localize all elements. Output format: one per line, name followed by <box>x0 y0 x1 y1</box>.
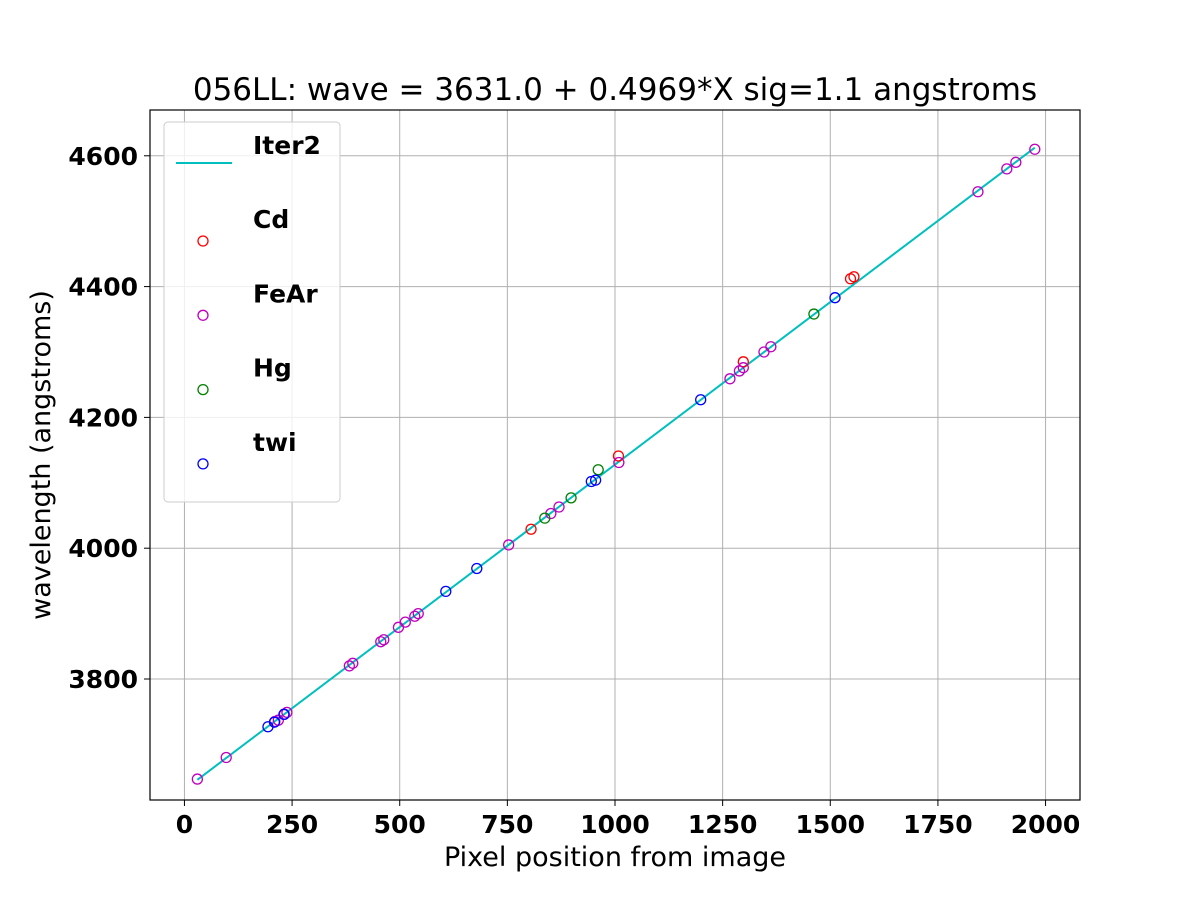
fear-point <box>347 657 359 669</box>
x-tick-label: 500 <box>374 810 426 839</box>
fit-line-layer <box>196 146 1036 781</box>
y-tick-label: 4000 <box>68 534 138 563</box>
legend-label-cd: Cd <box>253 205 289 234</box>
fear-point <box>613 456 625 469</box>
x-tick-label: 750 <box>481 810 533 839</box>
y-tick-label: 3800 <box>68 665 138 694</box>
y-axis-label: wavelength (angstroms) <box>26 290 57 620</box>
x-tick-label: 1250 <box>688 810 758 839</box>
y-tick-label: 4600 <box>68 142 138 171</box>
twi-point <box>585 475 597 488</box>
fear-point <box>1029 143 1041 155</box>
fear-point <box>220 751 232 764</box>
x-tick-label: 2000 <box>1011 810 1081 839</box>
fear-point <box>737 362 749 374</box>
x-tick-label: 250 <box>266 810 318 839</box>
fit-line <box>196 146 1036 781</box>
legend-handle-fear <box>197 309 209 321</box>
legend-box <box>163 121 341 503</box>
fear-point <box>412 607 424 620</box>
hg-point <box>808 308 820 320</box>
cd-point <box>612 450 625 462</box>
cd-point <box>525 523 537 535</box>
hg-point <box>592 464 604 476</box>
y-axis-ticks: 3800 4000 4200 4400 4600 <box>68 142 150 694</box>
twi-point <box>440 585 452 598</box>
hg-point <box>539 512 551 524</box>
x-axis-ticks: 0 250 500 750 1000 1250 1500 1750 2000 <box>176 800 1081 839</box>
fear-point <box>733 365 746 377</box>
legend-label-fear: FeAr <box>253 279 318 308</box>
fear-point <box>375 636 387 648</box>
x-tick-label: 1750 <box>903 810 973 839</box>
x-tick-label: 1500 <box>795 810 865 839</box>
fear-point <box>343 660 355 672</box>
x-tick-label: 1000 <box>580 810 650 839</box>
fear-point <box>409 610 421 622</box>
fear-point <box>378 634 390 646</box>
twi-point <box>695 394 707 406</box>
legend-label-fit: Iter2 <box>253 131 321 160</box>
fear-point <box>553 501 565 513</box>
fear-point <box>1010 156 1022 168</box>
fear-point <box>765 341 777 353</box>
x-tick-label: 0 <box>176 810 193 839</box>
data-points <box>191 143 1041 785</box>
hg-point <box>565 492 577 504</box>
fear-point <box>972 186 984 198</box>
cd-point <box>848 271 860 283</box>
twi-point <box>471 562 483 575</box>
legend-label-hg: Hg <box>253 354 292 383</box>
x-axis-label: Pixel position from image <box>444 842 786 873</box>
twi-point <box>268 716 281 728</box>
legend-handle-hg <box>197 383 209 396</box>
twi-point <box>278 708 290 720</box>
legend-handle-cd <box>197 235 209 247</box>
fear-point <box>191 773 204 785</box>
legend-handle-twi <box>197 458 209 470</box>
fear-point <box>1001 163 1013 175</box>
twi-point <box>829 292 841 304</box>
fear-point <box>399 616 411 628</box>
legend: Iter2 Cd FeAr Hg twi <box>163 121 341 503</box>
chart-title: 056LL: wave = 3631.0 + 0.4969*X sig=1.1 … <box>193 72 1037 108</box>
fear-point <box>724 373 736 385</box>
legend-label-twi: twi <box>253 428 297 457</box>
fear-point <box>503 539 515 551</box>
y-tick-label: 4400 <box>68 273 138 302</box>
grid-lines <box>150 110 1080 800</box>
twi-point <box>589 474 602 486</box>
cd-point <box>737 356 749 368</box>
fear-point <box>281 706 293 719</box>
y-tick-label: 4200 <box>68 403 138 432</box>
